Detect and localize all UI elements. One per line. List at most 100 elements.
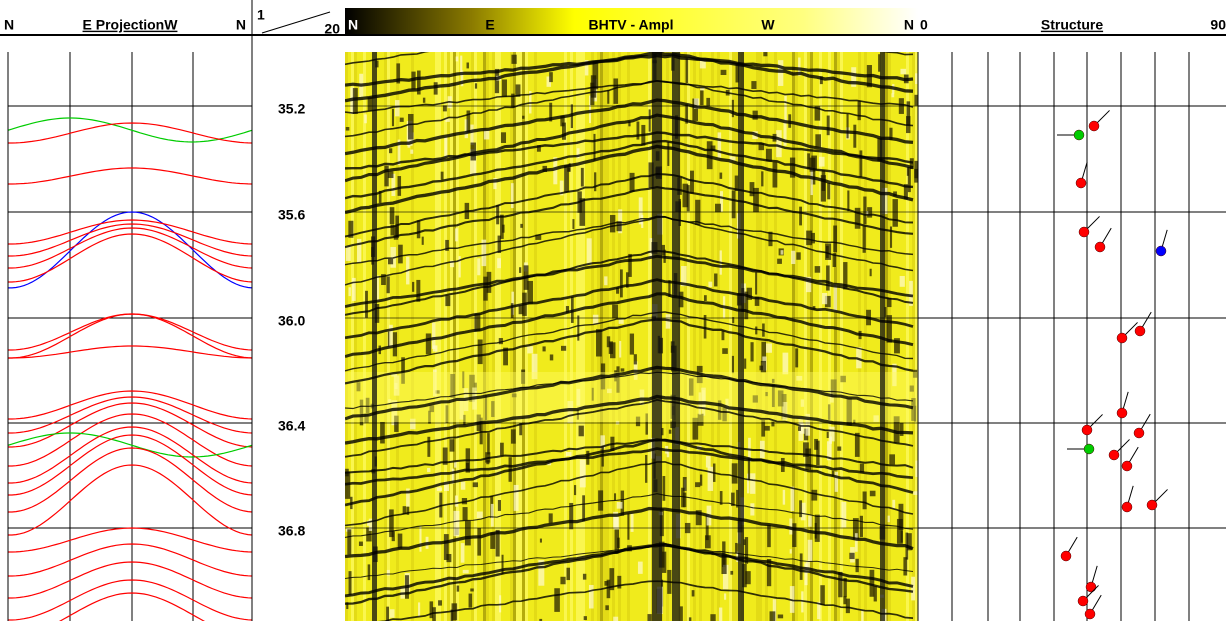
projection-sinusoid [8, 219, 252, 245]
image-speckle [688, 378, 694, 396]
image-speckle [589, 95, 592, 124]
image-speckle [576, 148, 580, 159]
image-speckle [450, 373, 456, 398]
image-column [501, 52, 504, 621]
image-column [831, 52, 834, 621]
image-speckle [717, 400, 722, 420]
image-speckle [913, 491, 918, 495]
image-column [558, 52, 561, 621]
image-speckle [592, 61, 599, 90]
image-speckle [853, 124, 857, 148]
image-column [489, 52, 492, 621]
image-speckle [627, 513, 630, 540]
image-speckle [765, 343, 772, 353]
image-speckle [818, 156, 825, 167]
image-speckle [594, 172, 597, 192]
image-bedding-line [345, 113, 914, 183]
image-bedding-line [345, 394, 914, 445]
projection-sinusoid [8, 413, 252, 467]
image-speckle [886, 315, 892, 343]
header-diagonal [261, 11, 331, 34]
image-speckle [744, 358, 747, 369]
image-bedding-line [345, 173, 914, 238]
image-speckle [539, 618, 543, 621]
image-speckle [431, 322, 436, 349]
image-speckle [695, 482, 701, 488]
image-speckle [815, 134, 821, 148]
tadpole [1085, 581, 1097, 593]
image-speckle [389, 509, 394, 538]
image-column [864, 52, 867, 621]
image-column [405, 52, 408, 621]
image-speckle [772, 162, 778, 188]
image-column [378, 52, 381, 621]
image-speckle [681, 265, 687, 287]
image-column [720, 52, 723, 621]
image-speckle [384, 165, 389, 187]
image-speckle [736, 489, 739, 508]
header-label: E [485, 17, 494, 33]
image-bedding-line [345, 461, 914, 527]
image-speckle [364, 413, 369, 423]
image-speckle [522, 115, 525, 119]
image-speckle [608, 341, 613, 354]
image-speckle [789, 518, 793, 535]
image-speckle [800, 502, 806, 521]
header-label: W [761, 17, 775, 33]
image-speckle [521, 369, 526, 384]
image-speckle [862, 225, 866, 253]
image-speckle [567, 401, 574, 424]
image-speckle [455, 56, 459, 62]
image-speckle [830, 379, 837, 398]
image-speckle [859, 150, 863, 178]
image-speckle [645, 413, 648, 435]
image-column [765, 52, 768, 621]
image-column [528, 52, 531, 621]
image-speckle [873, 415, 879, 422]
image-column [855, 52, 858, 621]
image-speckle [388, 258, 394, 265]
image-speckle [465, 462, 470, 471]
image-bedding-line [345, 216, 914, 286]
image-speckle [520, 223, 523, 228]
image-speckle [416, 279, 421, 302]
image-speckle [758, 143, 765, 151]
image-speckle [598, 490, 604, 511]
tadpole [1083, 443, 1095, 455]
image-track [345, 52, 918, 621]
image-speckle [560, 576, 566, 585]
image-column [609, 52, 612, 621]
image-bedding-line [345, 438, 914, 474]
image-speckle [662, 476, 666, 501]
image-speckle [388, 399, 392, 403]
image-speckle [915, 73, 918, 84]
image-speckle [690, 170, 694, 194]
image-speckle [620, 368, 625, 372]
image-speckle [616, 287, 620, 294]
image-speckle [715, 203, 721, 213]
image-column [438, 52, 441, 621]
image-speckle [683, 492, 687, 508]
image-column [615, 52, 618, 621]
image-speckle [606, 336, 611, 348]
image-speckle [854, 207, 861, 229]
image-speckle [708, 281, 713, 288]
image-speckle [496, 204, 500, 225]
image-column [363, 52, 366, 621]
image-speckle [460, 70, 464, 87]
image-speckle [497, 258, 501, 269]
image-speckle [807, 539, 813, 562]
image-speckle [500, 132, 507, 143]
image-speckle [470, 149, 476, 175]
image-speckle [771, 383, 775, 408]
image-column [789, 52, 792, 621]
image-speckle [365, 397, 370, 413]
image-bedding-line [345, 79, 914, 138]
image-bedding-line [345, 249, 914, 316]
image-speckle [583, 616, 587, 621]
projection-sinusoid [8, 402, 252, 448]
image-speckle [501, 554, 504, 575]
image-speckle [538, 560, 545, 586]
image-speckle [616, 221, 622, 232]
image-column [483, 52, 486, 621]
